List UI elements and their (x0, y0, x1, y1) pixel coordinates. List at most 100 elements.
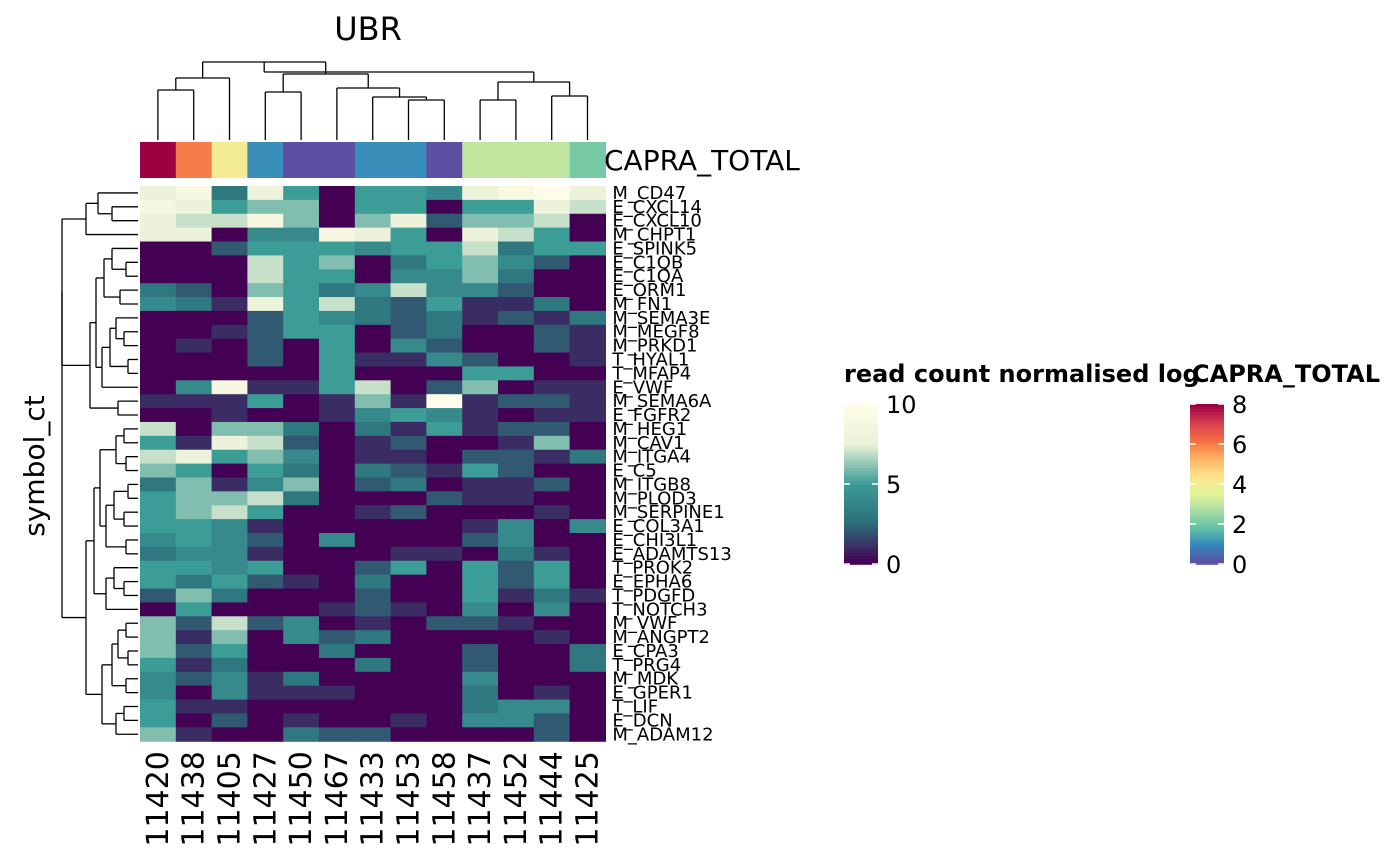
heatmap-cell (247, 186, 284, 201)
heatmap-cell (390, 671, 427, 687)
capra-cell (247, 142, 284, 178)
heatmap-cell (247, 421, 284, 437)
heatmap-cell (247, 394, 284, 409)
legend-gradient-step (1190, 492, 1224, 496)
heatmap-cell (211, 380, 248, 395)
legend-gradient-step (1190, 460, 1224, 464)
heatmap-cell (354, 435, 392, 451)
heatmap-cell (283, 713, 320, 728)
heatmap-cell (319, 310, 356, 326)
heatmap-cell (140, 685, 177, 701)
row-label: M_SEMA6A (612, 391, 712, 412)
heatmap-cell (247, 699, 284, 715)
heatmap-cell (462, 713, 499, 728)
heatmap-cell (140, 435, 177, 451)
heatmap-cell (319, 435, 356, 451)
heatmap-cell (319, 338, 356, 354)
heatmap-cell (175, 435, 213, 451)
heatmap-cell (498, 505, 535, 520)
heatmap-cell (569, 227, 606, 243)
legend-gradient-step (844, 537, 878, 541)
heatmap-cell (533, 477, 571, 492)
heatmap-cell (390, 685, 427, 701)
heatmap-cell (498, 713, 535, 728)
legend-gradient-step (844, 532, 878, 536)
heatmap-cell (569, 560, 606, 576)
heatmap-cell (211, 657, 248, 673)
heatmap-cell (426, 186, 463, 201)
heatmap-cell (175, 199, 213, 215)
heatmap-cell (319, 533, 356, 548)
heatmap-cell (569, 644, 606, 659)
heatmap-cell (498, 477, 535, 492)
legend-gradient-step (1190, 484, 1224, 488)
heatmap-cell (247, 685, 284, 701)
heatmap-cell (569, 671, 606, 687)
heatmap-cell (462, 269, 499, 284)
heatmap-cell (319, 491, 356, 506)
row-label: E_C1QB (612, 252, 683, 273)
heatmap-cell (175, 324, 213, 340)
heatmap-cell (211, 463, 248, 479)
heatmap-cell (354, 297, 392, 312)
heatmap-cell (283, 241, 320, 256)
legend-gradient-step (1190, 470, 1224, 475)
legend-gradient-step (844, 550, 878, 555)
heatmap-cell (569, 338, 606, 354)
heatmap-cell (175, 644, 213, 659)
heatmap-cell (462, 283, 499, 298)
legend-gradient-step (844, 404, 878, 408)
heatmap-cell (247, 269, 284, 284)
heatmap-cell (283, 491, 320, 506)
legend-gradient-step (844, 409, 878, 413)
heatmap-cell (175, 657, 213, 673)
heatmap-cell (498, 435, 535, 451)
heatmap-cell (247, 657, 284, 673)
legend-gradient-step (844, 449, 878, 453)
heatmap-cell (140, 352, 177, 368)
heatmap-cell (354, 394, 392, 409)
legend-gradient-step (1190, 526, 1224, 531)
heatmap-cell (175, 546, 213, 562)
heatmap-cell (140, 394, 177, 409)
legend-gradient-step (1190, 508, 1224, 512)
legend-gradient-step (844, 412, 878, 416)
heatmap-cell (283, 227, 320, 243)
row-label: M_MDK (612, 669, 679, 690)
heatmap-cell (283, 671, 320, 687)
heatmap-cell (140, 602, 177, 617)
heatmap-cell (319, 297, 356, 312)
legend-gradient-step (844, 417, 878, 421)
heatmap-cell (569, 713, 606, 728)
heatmap-cell (175, 630, 213, 645)
row-label: E_ORM1 (612, 280, 686, 301)
heatmap-cell (533, 491, 571, 506)
heatmap-cell (175, 269, 213, 284)
heatmap-cell (319, 199, 356, 215)
heatmap-cell (211, 727, 248, 742)
heatmap-cell (247, 463, 284, 479)
heatmap-cell (390, 241, 427, 256)
heatmap-cell (283, 213, 320, 229)
legend-gradient-step (844, 508, 878, 512)
capra-cell (283, 142, 320, 178)
legend-gradient-step (1190, 417, 1224, 421)
heatmap-cell (354, 227, 392, 243)
heatmap-cell (426, 644, 463, 659)
legend-gradient-step (1190, 425, 1224, 429)
heatmap-cell (462, 213, 499, 229)
heatmap-cell (462, 560, 499, 576)
capra-cell (140, 142, 177, 178)
heatmap-cell (354, 421, 392, 437)
heatmap-cell (319, 241, 356, 256)
legend-gradient-step (844, 529, 878, 533)
column-label: 11420 (141, 751, 176, 846)
heatmap-cell (283, 435, 320, 451)
heatmap-cell (462, 588, 499, 603)
legend-gradient-step (1190, 438, 1224, 443)
heatmap-cell (140, 227, 177, 243)
heatmap-cell (247, 671, 284, 687)
capra-cell (498, 142, 535, 178)
heatmap-cell (569, 435, 606, 451)
